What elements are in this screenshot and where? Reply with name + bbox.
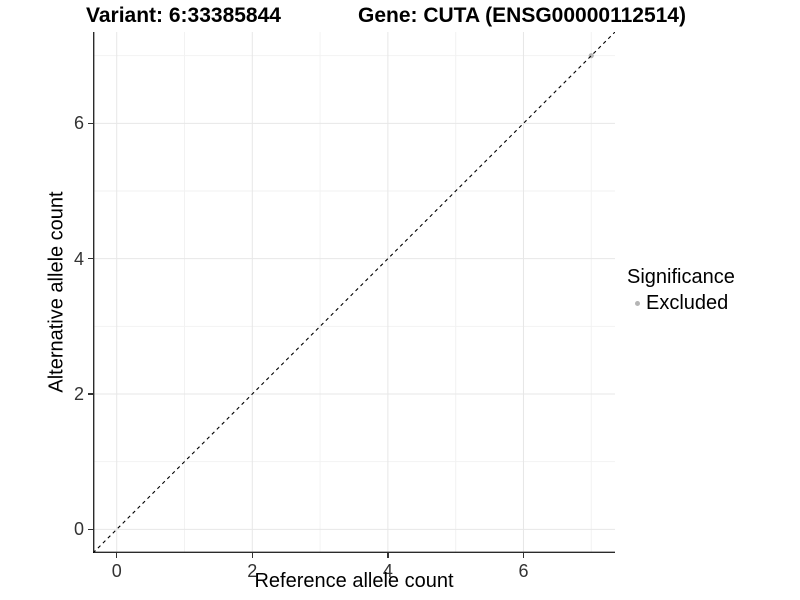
x-axis-title: Reference allele count [254, 570, 454, 592]
plot-panel [93, 32, 615, 553]
legend: Significance Excluded [627, 266, 735, 315]
x-tick-label: 2 [247, 561, 258, 581]
plot-canvas [93, 32, 615, 553]
legend-marker-circle-icon [635, 300, 640, 306]
x-tick-mark [116, 553, 118, 558]
x-tick-label: 6 [518, 561, 529, 581]
identity-dashed-line [93, 32, 615, 553]
plot-title-variant: Variant: 6:33385844 [86, 4, 281, 27]
x-tick-label: 0 [111, 561, 122, 581]
y-tick-label: 6 [73, 113, 84, 134]
legend-items: Excluded [627, 291, 735, 315]
y-tick-mark [88, 393, 93, 395]
legend-item-label: Excluded [646, 291, 729, 314]
y-tick-label: 0 [73, 519, 84, 540]
x-tick-mark [387, 553, 389, 558]
y-tick-mark [88, 528, 93, 530]
x-tick-mark [251, 553, 253, 558]
x-tick-mark [522, 553, 525, 558]
legend-item: Excluded [627, 291, 735, 315]
y-tick-mark [88, 122, 93, 125]
y-tick-mark [88, 257, 93, 260]
x-tick-label: 4 [382, 561, 393, 581]
legend-title: Significance [627, 266, 735, 288]
y-tick-label: 2 [73, 383, 84, 404]
plot-title-gene: Gene: CUTA (ENSG00000112514) [358, 4, 686, 27]
y-tick-label: 4 [73, 248, 84, 269]
y-axis-title: Alternative allele count [45, 191, 68, 393]
